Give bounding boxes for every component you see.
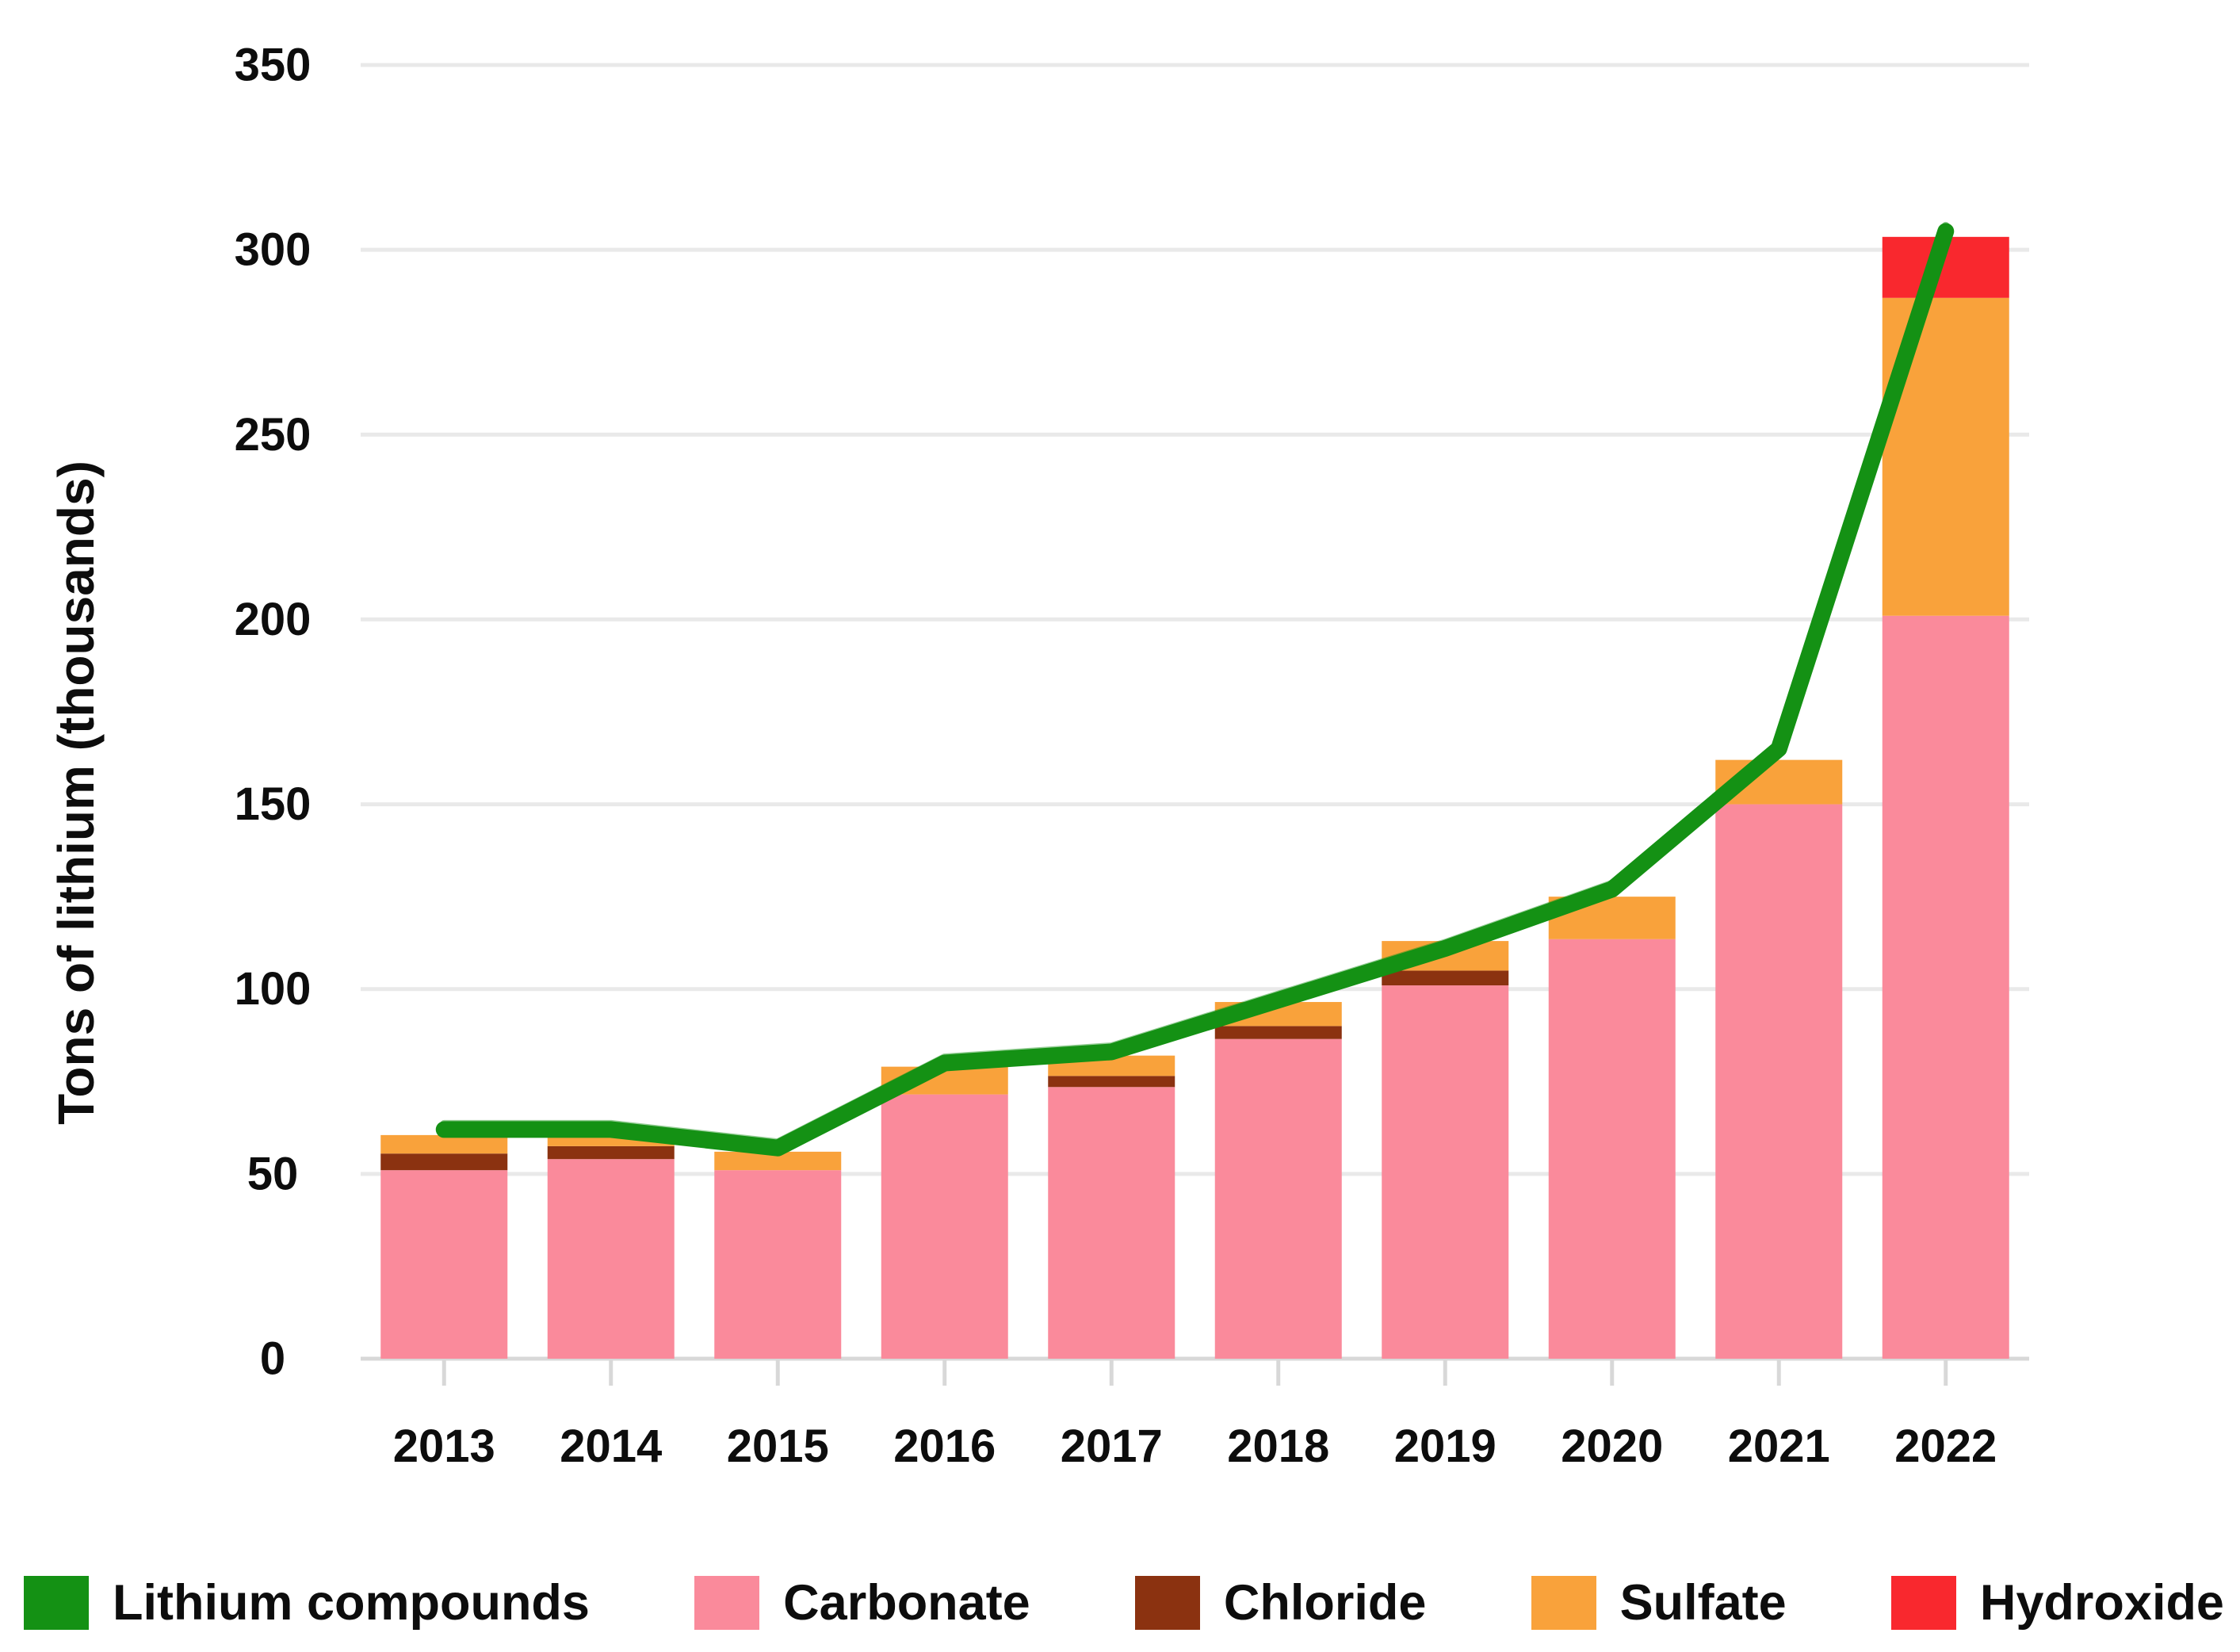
chloride-legend-label: Chloride — [1223, 1575, 1427, 1631]
legend-item-hydroxide: Hydroxide — [1890, 1574, 2224, 1631]
bar-segment-sulfate-2013 — [380, 1134, 508, 1154]
gridlines-layer — [361, 63, 2029, 1361]
bar-segment-carbonate-2013 — [380, 1170, 508, 1359]
x-tick-label-2019: 2019 — [1394, 1421, 1497, 1472]
x-tick-label-2014: 2014 — [560, 1421, 662, 1472]
bar-segment-carbonate-2020 — [1548, 939, 1676, 1359]
y-axis-title: Tons of lithium (thousands) — [48, 461, 105, 1125]
legend-item-carbonate: Carbonate — [694, 1574, 1030, 1631]
bar-segment-chloride-2017 — [1048, 1076, 1175, 1088]
chart-legend: Lithium compounds Carbonate Chloride Sulfat… — [24, 1563, 2224, 1642]
x-tick-label-2021: 2021 — [1728, 1421, 1830, 1472]
bar-segment-carbonate-2016 — [881, 1094, 1008, 1359]
sulfate-legend-swatch — [1531, 1576, 1596, 1630]
carbonate-legend-swatch — [694, 1576, 760, 1630]
y-tick-label-250: 250 — [235, 409, 312, 461]
bar-segment-carbonate-2019 — [1382, 985, 1509, 1359]
legend-item-lithium-compounds: Lithium compounds — [24, 1574, 590, 1631]
bar-segment-carbonate-2017 — [1048, 1087, 1175, 1359]
bar-segment-chloride-2018 — [1214, 1026, 1342, 1039]
bar-segment-carbonate-2015 — [714, 1170, 842, 1359]
y-tick-label-300: 300 — [235, 224, 312, 276]
x-tick-label-2022: 2022 — [1894, 1421, 1997, 1472]
axis-labels-layer: 0 50 100 150 200 250 300 350 2013 2014 2015 2016 201… — [235, 40, 1997, 1473]
y-tick-label-0: 0 — [260, 1333, 285, 1385]
x-tick-label-2017: 2017 — [1061, 1421, 1163, 1472]
chloride-legend-swatch — [1134, 1576, 1200, 1630]
lithium-compounds-legend-swatch — [24, 1576, 89, 1630]
x-tick-label-2015: 2015 — [727, 1421, 829, 1472]
y-tick-label-350: 350 — [235, 40, 312, 91]
hydroxide-legend-label: Hydroxide — [1979, 1575, 2224, 1631]
legend-item-chloride: Chloride — [1134, 1574, 1427, 1631]
sulfate-legend-label: Sulfate — [1619, 1575, 1787, 1631]
y-tick-label-100: 100 — [235, 963, 312, 1015]
x-tick-label-2020: 2020 — [1561, 1421, 1663, 1472]
y-tick-label-150: 150 — [235, 778, 312, 830]
hydroxide-legend-swatch — [1890, 1576, 1956, 1630]
x-tick-label-2013: 2013 — [393, 1421, 495, 1472]
bar-segment-chloride-2014 — [547, 1145, 675, 1160]
legend-item-sulfate: Sulfate — [1531, 1574, 1787, 1631]
bar-segment-chloride-2013 — [380, 1153, 508, 1171]
carbonate-legend-label: Carbonate — [783, 1575, 1030, 1631]
y-tick-label-200: 200 — [235, 594, 312, 645]
bar-segment-chloride-2019 — [1382, 970, 1509, 986]
lithium-compounds-legend-label: Lithium compounds — [113, 1575, 590, 1631]
x-tick-label-2018: 2018 — [1227, 1421, 1329, 1472]
total-line-layer — [435, 221, 1955, 1157]
bar-segment-sulfate-2015 — [714, 1151, 842, 1171]
bar-segment-carbonate-2021 — [1715, 804, 1843, 1359]
bar-segment-carbonate-2018 — [1214, 1038, 1342, 1359]
y-tick-label-50: 50 — [247, 1148, 299, 1199]
total-line-lithium-compounds — [435, 223, 1955, 1157]
bar-segment-carbonate-2022 — [1882, 615, 2009, 1359]
bar-segment-carbonate-2014 — [547, 1159, 675, 1359]
x-tick-label-2016: 2016 — [893, 1421, 996, 1472]
bars-layer — [380, 236, 2009, 1359]
